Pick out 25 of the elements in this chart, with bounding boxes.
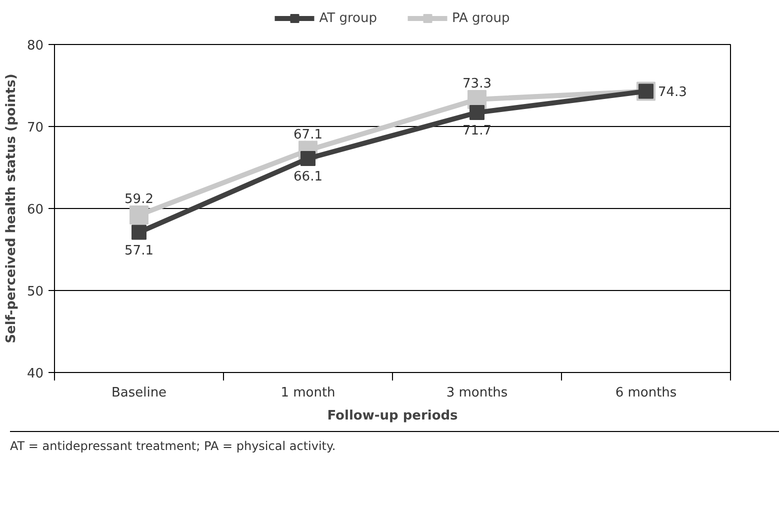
y-tick-label: 40 [26, 366, 44, 382]
point [300, 150, 316, 166]
legend-label: AT group [319, 10, 377, 26]
data-label: 57.1 [124, 243, 154, 258]
x-axis-title: Follow-up periods [327, 408, 458, 424]
x-tick-label: 6 months [615, 386, 677, 400]
point [470, 105, 484, 120]
data-label: 67.1 [294, 127, 322, 142]
x-tick-label: Baseline [111, 386, 167, 400]
legend-label: PA group [452, 10, 510, 26]
point [132, 224, 146, 240]
data-label: 73.3 [462, 76, 492, 92]
y-tick-label: 50 [26, 284, 44, 300]
y-tick-label: 70 [26, 120, 44, 136]
data-label: 74.3 [658, 85, 687, 100]
y-axis-title: Self-perceived health status (points) [4, 74, 19, 344]
data-label: 71.7 [462, 124, 492, 139]
x-tick-label: 1 month [280, 386, 336, 400]
data-label: 66.1 [294, 169, 322, 184]
text: AT = antidepressant treatment; PA = physical activity. [10, 438, 336, 455]
point [130, 206, 148, 225]
y-tick-label: 60 [26, 202, 44, 218]
data-label: 59.2 [124, 192, 154, 208]
y-tick-label: 80 [26, 38, 44, 54]
x-tick-label: 3 months [446, 386, 508, 400]
